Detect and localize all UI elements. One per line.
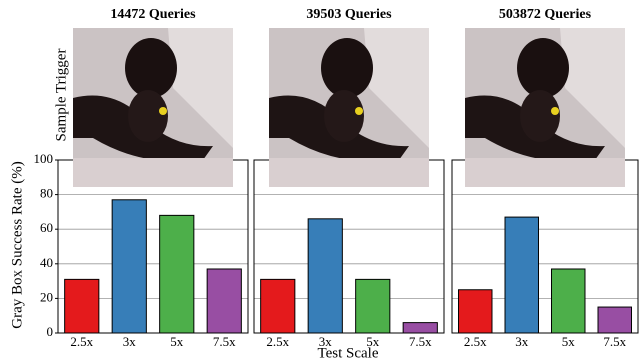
panel-title: 39503 Queries bbox=[306, 7, 392, 22]
bar bbox=[308, 219, 342, 333]
panel-title: 14472 Queries bbox=[110, 7, 196, 22]
x-tick-label: 3x bbox=[515, 334, 529, 349]
image-tag bbox=[551, 107, 559, 115]
x-tick-label: 3x bbox=[123, 334, 137, 349]
bar bbox=[459, 290, 492, 333]
bar bbox=[403, 323, 437, 333]
y-axis-label: Gray Box Success Rate (%) bbox=[9, 161, 25, 328]
bar bbox=[112, 200, 146, 333]
panel-title: 503872 Queries bbox=[499, 7, 592, 22]
image-dog-chest bbox=[520, 90, 560, 142]
x-tick-label: 5x bbox=[366, 334, 380, 349]
x-tick-label: 2.5x bbox=[464, 334, 487, 349]
image-tag bbox=[355, 107, 363, 115]
y-tick-label: 60 bbox=[40, 220, 53, 235]
x-tick-label: 2.5x bbox=[266, 334, 289, 349]
trigger-image bbox=[269, 28, 429, 187]
trigger-image bbox=[465, 28, 625, 187]
image-blanket bbox=[269, 158, 429, 187]
x-tick-label: 3x bbox=[319, 334, 333, 349]
x-tick-label: 2.5x bbox=[70, 334, 93, 349]
bar bbox=[160, 215, 194, 333]
x-tick-label: 7.5x bbox=[409, 334, 432, 349]
y-tick-label: 40 bbox=[40, 255, 53, 270]
page: Gray Box Success Rate (%) Test Scale Sam… bbox=[0, 0, 639, 364]
y-tick-label: 0 bbox=[47, 324, 54, 339]
y-tick-label: 20 bbox=[40, 289, 53, 304]
image-dog-head bbox=[125, 38, 177, 98]
image-blanket bbox=[73, 158, 233, 187]
chart: Gray Box Success Rate (%) Test Scale Sam… bbox=[0, 0, 639, 364]
bar bbox=[598, 307, 631, 333]
bar bbox=[505, 217, 538, 333]
bar bbox=[356, 279, 390, 333]
y-tick-label: 100 bbox=[34, 151, 54, 166]
x-tick-label: 5x bbox=[170, 334, 184, 349]
image-dog-chest bbox=[128, 90, 168, 142]
image-dog-chest bbox=[324, 90, 364, 142]
image-blanket bbox=[465, 158, 625, 187]
y-tick-label: 80 bbox=[40, 186, 53, 201]
bar bbox=[261, 279, 295, 333]
image-dog-head bbox=[517, 38, 569, 98]
x-tick-label: 7.5x bbox=[603, 334, 626, 349]
image-dog-head bbox=[321, 38, 373, 98]
x-tick-label: 5x bbox=[562, 334, 576, 349]
trigger-image bbox=[73, 28, 233, 187]
image-tag bbox=[159, 107, 167, 115]
bar bbox=[207, 269, 241, 333]
x-tick-label: 7.5x bbox=[213, 334, 236, 349]
bar bbox=[65, 279, 99, 333]
image-label: Sample Trigger bbox=[53, 49, 69, 142]
bar bbox=[552, 269, 585, 333]
